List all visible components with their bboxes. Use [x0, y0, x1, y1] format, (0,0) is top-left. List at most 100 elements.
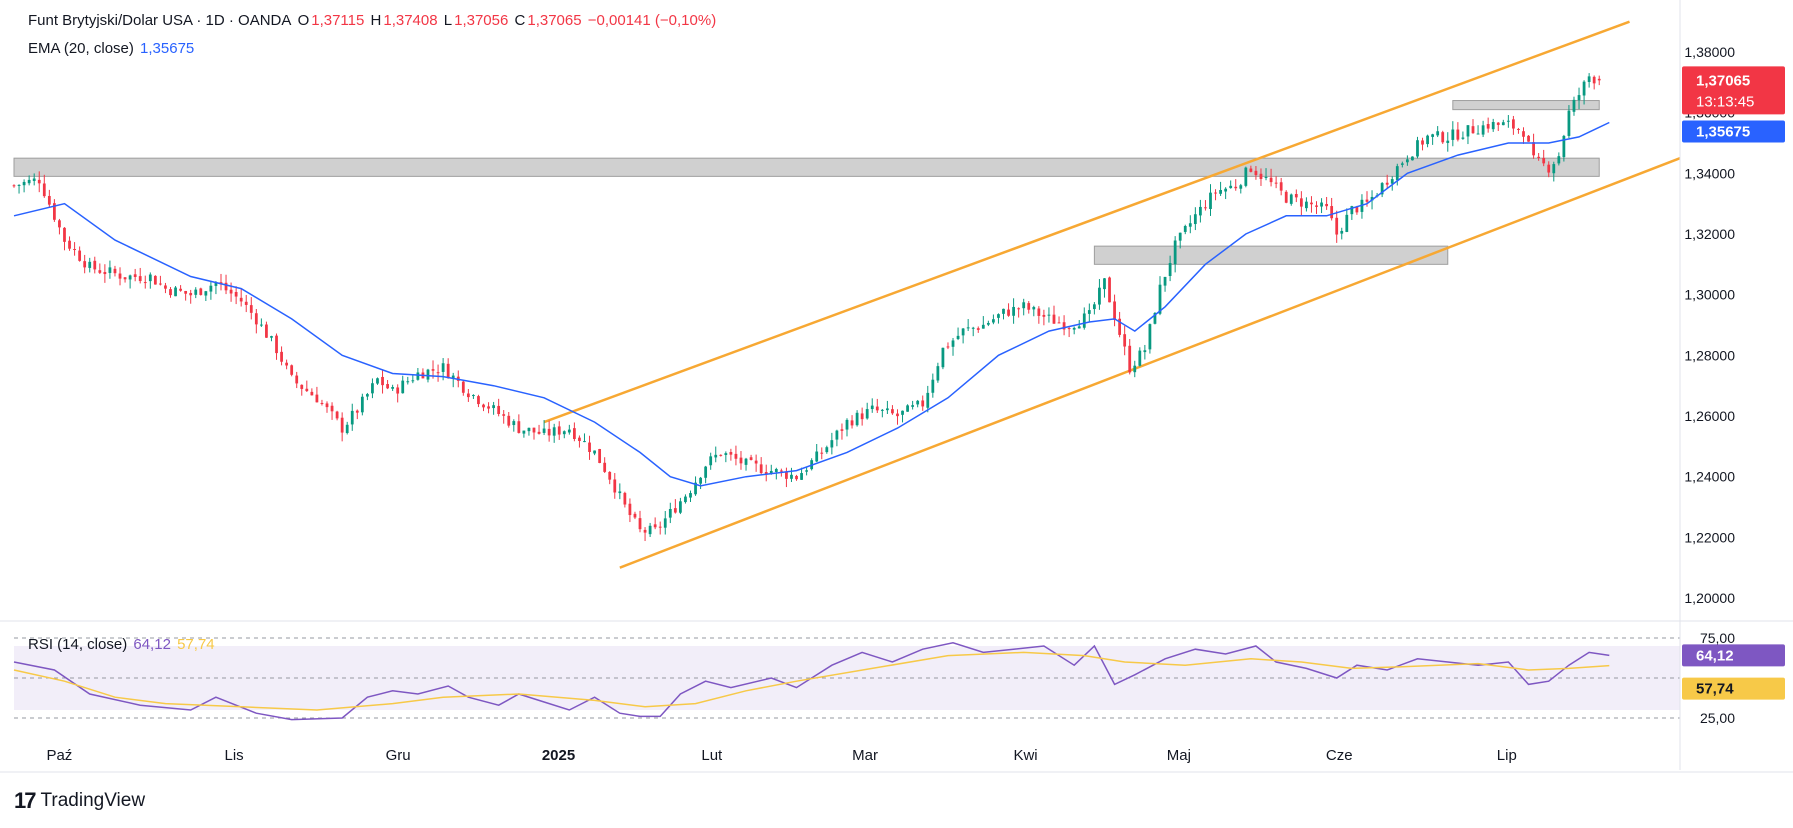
candle-body[interactable]: [1183, 226, 1187, 232]
candle-body[interactable]: [244, 301, 248, 305]
candle-body[interactable]: [1087, 310, 1091, 314]
support-resistance-zone-1[interactable]: [1093, 245, 1449, 265]
candle-body[interactable]: [1229, 185, 1233, 189]
candle-body[interactable]: [537, 431, 541, 434]
candle-body[interactable]: [108, 267, 112, 273]
candle-body[interactable]: [921, 400, 925, 407]
candle-body[interactable]: [911, 405, 915, 407]
candle-body[interactable]: [764, 472, 768, 475]
candle-body[interactable]: [1138, 350, 1142, 366]
candle-body[interactable]: [562, 431, 566, 435]
candle-body[interactable]: [1547, 164, 1551, 173]
candle-body[interactable]: [169, 289, 172, 296]
candle-body[interactable]: [88, 261, 92, 268]
candle-body[interactable]: [880, 409, 884, 411]
candle-body[interactable]: [1446, 140, 1450, 143]
candle-body[interactable]: [58, 220, 61, 228]
candle-body[interactable]: [360, 396, 364, 413]
candle-body[interactable]: [1411, 156, 1414, 161]
candle-body[interactable]: [1350, 206, 1354, 215]
candle-body[interactable]: [1491, 122, 1495, 130]
candle-body[interactable]: [113, 268, 117, 274]
candle-body[interactable]: [1274, 182, 1278, 184]
candle-body[interactable]: [37, 179, 41, 184]
candle-body[interactable]: [1077, 326, 1081, 329]
candle-body[interactable]: [608, 471, 612, 480]
candle-body[interactable]: [648, 525, 652, 535]
main-price-pane[interactable]: [12, 20, 1681, 569]
candle-body[interactable]: [1481, 125, 1485, 135]
candle-body[interactable]: [1471, 126, 1475, 134]
candle-body[interactable]: [850, 420, 854, 426]
candle-body[interactable]: [1037, 308, 1041, 316]
candle-body[interactable]: [325, 403, 329, 408]
candle-body[interactable]: [1047, 314, 1051, 316]
candle-body[interactable]: [673, 508, 677, 513]
candle-body[interactable]: [335, 411, 339, 419]
candle-body[interactable]: [143, 282, 147, 284]
candle-body[interactable]: [1289, 194, 1293, 204]
candle-body[interactable]: [315, 394, 319, 403]
candle-body[interactable]: [699, 477, 702, 484]
rsi-pane[interactable]: [13, 637, 1680, 721]
candle-body[interactable]: [118, 273, 122, 279]
candle-body[interactable]: [133, 274, 137, 277]
candle-body[interactable]: [1244, 167, 1248, 186]
candle-body[interactable]: [1466, 125, 1470, 137]
candle-body[interactable]: [795, 475, 798, 480]
candle-body[interactable]: [769, 470, 773, 474]
candle-body[interactable]: [290, 365, 294, 375]
candle-body[interactable]: [234, 291, 238, 297]
candle-body[interactable]: [1431, 134, 1435, 137]
ema-legend[interactable]: EMA (20, close) 1,35675: [28, 40, 196, 57]
candle-body[interactable]: [547, 428, 551, 436]
candle-body[interactable]: [52, 203, 56, 220]
candle-body[interactable]: [1320, 202, 1323, 207]
candle-body[interactable]: [340, 417, 344, 433]
candle-body[interactable]: [522, 430, 526, 434]
candle-body[interactable]: [709, 456, 713, 466]
candle-body[interactable]: [1436, 131, 1440, 136]
candle-body[interactable]: [598, 449, 602, 463]
candle-body[interactable]: [305, 388, 309, 392]
candle-body[interactable]: [431, 369, 435, 371]
candle-body[interactable]: [1582, 81, 1586, 96]
candle-body[interactable]: [593, 450, 596, 454]
candle-body[interactable]: [719, 454, 723, 456]
channel-upper-line[interactable]: [543, 20, 1630, 424]
candle-body[interactable]: [330, 405, 334, 412]
candle-body[interactable]: [426, 369, 430, 380]
candle-body[interactable]: [239, 297, 243, 302]
candle-body[interactable]: [396, 387, 400, 394]
candle-body[interactable]: [1572, 99, 1576, 112]
candle-body[interactable]: [875, 406, 879, 411]
candle-body[interactable]: [1370, 196, 1374, 201]
candle-body[interactable]: [1057, 322, 1061, 324]
candle-body[interactable]: [1188, 223, 1192, 227]
candle-body[interactable]: [174, 287, 177, 297]
candle-body[interactable]: [1072, 327, 1076, 330]
candle-body[interactable]: [446, 363, 450, 379]
candle-body[interactable]: [22, 181, 26, 186]
candle-body[interactable]: [487, 406, 490, 409]
candle-body[interactable]: [1178, 232, 1182, 241]
candle-body[interactable]: [224, 282, 228, 291]
support-resistance-zone-0[interactable]: [13, 157, 1600, 177]
candle-body[interactable]: [1355, 206, 1359, 213]
candle-body[interactable]: [411, 380, 415, 382]
candle-body[interactable]: [527, 427, 531, 432]
candle-body[interactable]: [1239, 185, 1243, 189]
candle-body[interactable]: [1118, 318, 1122, 335]
candle-body[interactable]: [946, 346, 950, 348]
candle-body[interactable]: [1234, 186, 1238, 189]
candle-body[interactable]: [1299, 198, 1303, 207]
candle-body[interactable]: [694, 482, 697, 495]
candle-body[interactable]: [891, 409, 894, 414]
candle-body[interactable]: [1153, 313, 1157, 324]
candle-body[interactable]: [931, 379, 935, 393]
candle-body[interactable]: [714, 454, 718, 458]
candle-body[interactable]: [981, 324, 985, 329]
candle-body[interactable]: [684, 496, 687, 503]
candle-body[interactable]: [1279, 182, 1283, 191]
candle-body[interactable]: [159, 283, 162, 285]
